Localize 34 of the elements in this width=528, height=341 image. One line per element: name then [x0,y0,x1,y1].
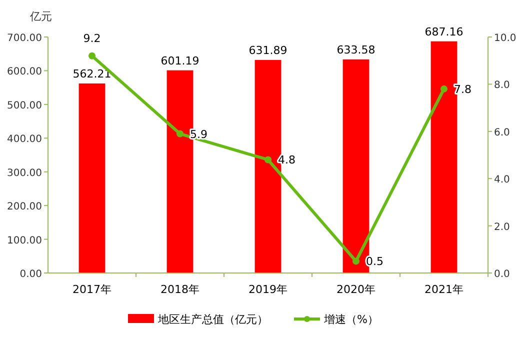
point [176,130,184,138]
data-label: 562.21 [72,67,112,80]
legend-label: 增速（%） [323,313,378,326]
y2-tick-label: 10.0 [494,33,516,44]
y-tick-label: 100.00 [7,235,42,246]
point [264,156,272,164]
data-label: 601.19 [160,54,200,68]
y-tick-label: 700.00 [7,33,42,44]
y-tick-label: 500.00 [7,100,42,112]
data-label: 9.2 [83,32,101,45]
point [352,258,360,265]
x-tick-label: 2019年 [248,283,288,296]
data-label: 687.16 [424,25,464,38]
point [88,52,96,60]
y-tick-label: 600.00 [7,66,42,78]
y-tick-label: 200.00 [7,202,42,213]
point [440,85,448,92]
x-tick-label: 2021年 [424,283,464,296]
y2-tick-label: 4.0 [494,174,510,186]
y2-tick-label: 6.0 [494,127,510,138]
bar [78,83,106,273]
y2-tick-label: 0.0 [494,269,510,280]
y-tick-label: 400.00 [7,134,42,146]
y-axis-title: 亿元 [29,10,52,23]
x-tick-label: 2018年 [160,283,200,296]
x-tick-label: 2017年 [72,283,112,296]
y-tick-label: 300.00 [7,168,42,179]
data-label: 631.89 [248,44,288,57]
y-tick-label: 0.00 [20,269,42,280]
legend-label: 地区生产总值（亿元） [157,313,268,326]
data-label: 633.58 [336,43,376,56]
y2-tick-label: 8.0 [494,80,510,92]
y2-tick-label: 2.0 [494,222,510,233]
x-tick-label: 2020年 [336,283,376,296]
